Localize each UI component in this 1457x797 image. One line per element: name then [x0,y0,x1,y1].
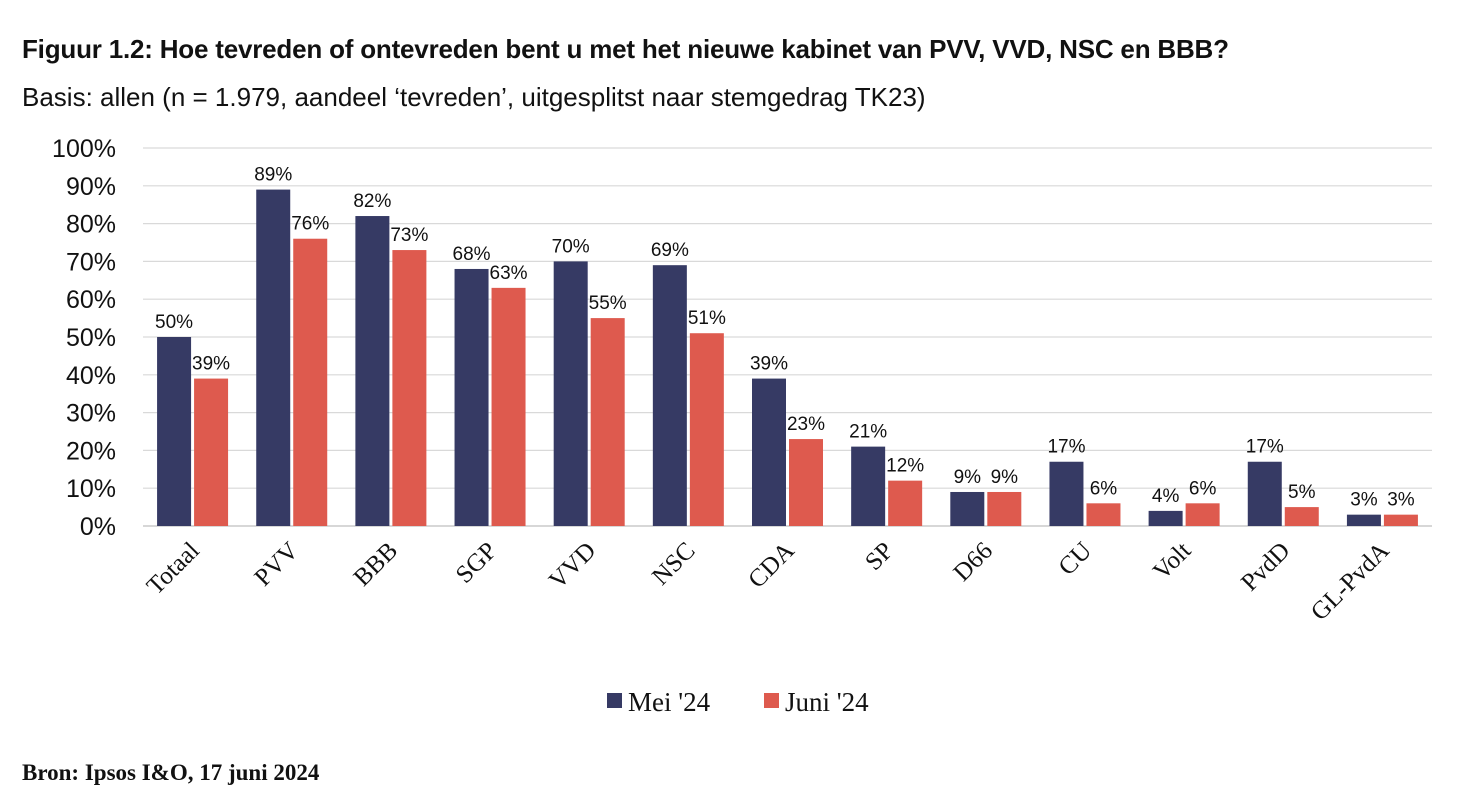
legend-label: Mei '24 [628,687,711,717]
legend-swatch [607,693,622,708]
bar-sgp-series-2 [491,287,526,526]
data-label: 55% [589,293,627,314]
data-label: 50% [155,312,193,333]
x-tick-label: D66 [949,537,999,587]
data-label: 17% [1246,437,1284,458]
x-tick-label: CU [1054,537,1098,581]
bar-sp-series-2 [888,480,923,526]
data-label: 89% [254,165,292,186]
bar-pvv-series-1 [256,189,291,526]
bar-gl-pvda-series-1 [1346,514,1381,526]
bar-pvdd-series-1 [1247,461,1282,526]
y-tick-label: 50% [66,324,116,352]
data-label: 4% [1152,486,1180,507]
x-tick-label: Totaal [142,537,205,600]
x-tick-label: SP [860,537,899,576]
x-tick-label: NSC [647,537,700,590]
bar-bbb-series-2 [392,250,427,526]
bar-pvdd-series-2 [1284,507,1319,526]
bar-vvd-series-2 [590,318,625,526]
x-tick-label: Volt [1148,537,1196,585]
x-tick-label: VVD [544,537,601,594]
bar-volt-series-1 [1148,510,1183,526]
data-label: 3% [1387,490,1415,511]
data-label: 82% [353,191,391,212]
data-label: 73% [390,225,428,246]
bar-totaal-series-2 [194,378,229,526]
bar-vvd-series-1 [553,261,588,526]
chart-subtitle: Basis: allen (n = 1.979, aandeel ‘tevred… [22,82,926,112]
x-tick-label: PVV [250,537,304,591]
data-label: 23% [787,414,825,435]
y-tick-label: 80% [66,211,116,239]
x-tick-label: PvdD [1236,537,1295,596]
data-label: 63% [490,263,528,284]
data-label: 21% [849,422,887,443]
data-label: 39% [192,354,230,375]
chart-title: Figuur 1.2: Hoe tevreden of ontevreden b… [22,34,1229,64]
data-labels: 50% 39% 89% 76% 82% 73% 68%63% 70% 55% 69% 51% 39% 2… [155,165,1415,511]
y-axis: 0% 10% 20% 30% 40% 50% 60% 70% 80% 90% 100% [52,135,116,541]
bar-cu-series-2 [1086,503,1121,526]
bar-cda-series-2 [789,439,823,526]
data-label: 6% [1090,478,1118,499]
bar-bbb-series-1 [355,216,390,527]
data-label: 76% [291,214,329,235]
bar-nsc-series-2 [689,333,724,526]
y-tick-label: 60% [66,286,116,314]
bar-sp-series-1 [851,446,886,526]
data-label: 39% [750,354,788,375]
x-tick-label: GL-PvdA [1306,537,1395,626]
bar-d66-series-1 [950,491,985,526]
bar-sgp-series-1 [454,268,489,526]
y-tick-label: 30% [66,400,116,428]
data-label: 9% [991,467,1019,488]
x-tick-label: BBB [349,537,403,591]
bar-volt-series-2 [1185,503,1220,526]
x-tick-label: CDA [743,537,799,593]
source-note: Bron: Ipsos I&O, 17 juni 2024 [22,760,320,785]
bar-d66-series-2 [987,491,1022,526]
data-label: 5% [1288,482,1316,503]
data-label: 3% [1350,490,1378,511]
data-label: 69% [651,240,689,261]
y-tick-label: 0% [80,513,116,541]
legend-label: Juni '24 [785,687,869,717]
bar-chart: 0% 10% 20% 30% 40% 50% 60% 70% 80% 90% 100% 50% 39%… [52,135,1432,717]
data-label: 70% [552,236,590,257]
data-label: 12% [886,456,924,477]
legend-swatch [764,693,779,708]
y-tick-label: 100% [52,135,116,163]
gridlines [143,147,1432,527]
y-tick-label: 40% [66,362,116,390]
bar-cda-series-1 [752,378,786,526]
y-tick-label: 10% [66,475,116,503]
data-label: 6% [1189,478,1217,499]
bar-pvv-series-2 [293,238,328,526]
x-axis: Totaal PVV BBB SGP VVD NSC CDA SP D66 CU Volt PvdD G… [142,537,1395,626]
bar-cu-series-1 [1049,461,1084,526]
data-label: 68% [453,244,491,265]
bar-nsc-series-1 [652,265,687,526]
x-tick-label: SGP [451,537,503,589]
y-tick-label: 70% [66,248,116,276]
y-tick-label: 90% [66,173,116,201]
legend: Mei '24 Juni '24 [607,687,869,717]
bar-totaal-series-1 [157,337,192,526]
data-label: 51% [688,308,726,329]
bar-gl-pvda-series-2 [1383,514,1418,526]
data-label: 17% [1047,437,1085,458]
y-tick-label: 20% [66,437,116,465]
data-label: 9% [954,467,982,488]
bars [157,189,1418,527]
